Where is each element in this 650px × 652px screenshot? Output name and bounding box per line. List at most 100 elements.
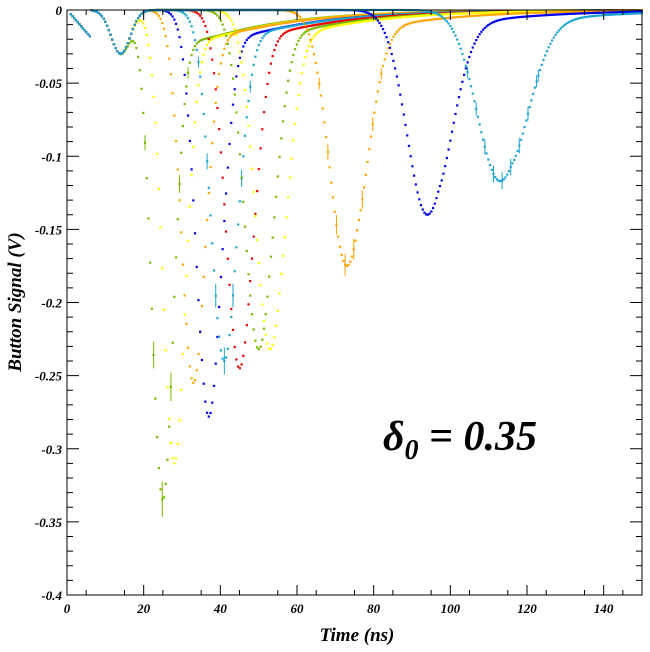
data-point [559,10,562,14]
data-point [330,19,333,22]
data-point [556,31,559,34]
data-point [409,155,412,158]
data-point [212,384,216,387]
data-point [235,246,238,249]
data-point [312,27,316,30]
data-point [273,216,276,219]
data-point [592,10,595,13]
data-point [601,11,604,14]
data-point [209,411,212,415]
x-tick-label: 20 [136,601,151,616]
data-point [551,39,554,42]
data-point [344,17,347,20]
data-point [221,34,224,37]
data-point [494,11,497,14]
data-point [259,40,262,43]
data-point [359,20,362,24]
data-point [559,13,562,16]
data-point [214,88,217,91]
data-point [528,10,531,13]
data-point [597,10,600,13]
data-point [314,33,317,36]
data-point [497,179,500,182]
data-point [526,11,530,15]
data-point [197,84,200,87]
data-point [354,18,357,21]
data-point [218,305,221,309]
data-point [328,19,331,22]
data-point [568,10,571,13]
data-point [347,22,350,25]
data-point [530,15,533,18]
data-point [388,13,392,17]
data-point [569,19,573,23]
x-tick-label: 100 [441,601,461,616]
data-point [257,348,260,351]
data-point [461,15,464,18]
data-point [428,18,431,21]
data-point [459,15,462,18]
data-point [206,30,209,33]
data-point [254,32,257,35]
data-point [212,11,216,14]
data-point [219,19,223,22]
data-point [469,14,473,18]
data-point [259,147,262,150]
data-point [578,17,581,20]
data-point [494,13,497,16]
data-point [162,27,166,30]
data-point [247,303,250,306]
data-point [228,16,231,19]
data-point [368,16,371,20]
data-point [321,107,324,110]
data-point [519,138,523,141]
data-point [266,31,269,34]
data-point [133,23,136,26]
data-point [147,9,150,12]
data-point [297,39,300,42]
data-point [383,12,386,16]
data-point [450,16,454,19]
data-point [354,21,357,24]
data-point [383,14,386,17]
data-point [193,379,197,382]
data-point [285,26,288,29]
data-point [238,50,241,53]
data-point [168,417,171,420]
data-point [516,10,519,13]
data-point [376,13,379,16]
data-point [171,15,174,18]
data-point [290,25,293,28]
data-point [364,15,367,18]
data-point [243,225,247,228]
data-point [533,10,536,13]
data-point [473,14,476,17]
data-point [395,16,398,19]
data-point [606,13,609,17]
data-point [461,80,464,83]
data-point [187,346,190,349]
data-point [328,26,331,29]
data-point [342,23,345,26]
data-point [311,24,314,27]
data-point [392,17,395,20]
data-point [261,128,264,131]
data-point [564,10,568,14]
data-point [178,36,181,39]
data-point [254,212,257,215]
data-point [326,21,329,25]
data-point [183,102,186,106]
data-point [211,401,214,404]
data-point [383,16,386,19]
data-point [269,62,273,65]
data-point [416,191,419,194]
data-point [502,13,505,16]
data-point [173,462,176,465]
data-point [523,10,526,13]
data-point [601,14,604,17]
data-point [168,57,171,60]
data-point [300,18,304,21]
data-point [344,19,347,22]
data-point [192,10,195,13]
data-point [444,18,447,21]
